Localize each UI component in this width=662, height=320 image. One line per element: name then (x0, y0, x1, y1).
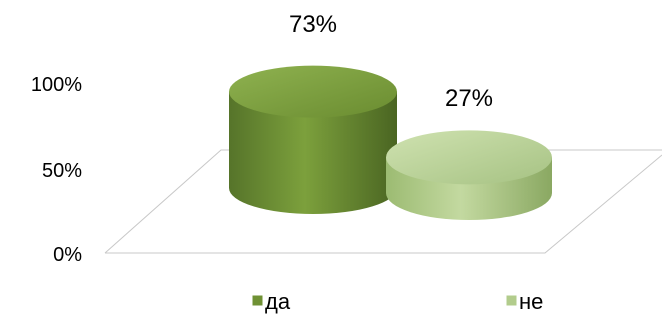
legend-label-da: да (265, 289, 291, 314)
bar-top (229, 65, 397, 118)
y-axis-ticks: 0% 50% 100% (31, 74, 82, 266)
data-labels: 73% 27% (289, 11, 493, 112)
y-tick-label: 50% (42, 160, 82, 182)
legend-swatch-da (251, 294, 264, 307)
data-label: 27% (445, 85, 493, 112)
bar-да (229, 65, 397, 214)
bar-body (229, 91, 397, 214)
bar-top (386, 130, 552, 185)
y-tick-label: 0% (53, 244, 82, 266)
y-tick-label: 100% (31, 74, 82, 96)
legend: да не (251, 289, 543, 314)
legend-label-ne: не (519, 289, 543, 314)
bar-не (386, 130, 552, 220)
bars (229, 65, 552, 220)
data-label: 73% (289, 11, 337, 38)
legend-swatch-ne (505, 294, 518, 307)
